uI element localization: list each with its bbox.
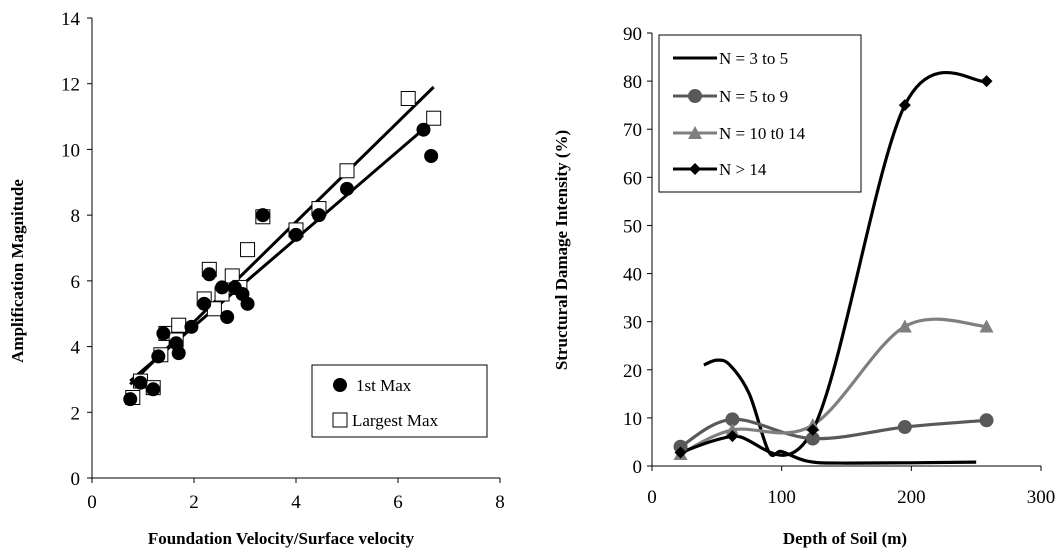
data-point-largest-max <box>426 110 442 126</box>
data-point-1st-max <box>202 267 217 282</box>
x-tick-group: 0 100 200 300 <box>647 466 1055 508</box>
x-tick-label: 200 <box>897 487 926 508</box>
data-point-1st-max <box>123 392 138 407</box>
data-point-1st-max <box>424 149 439 163</box>
legend-marker-circle <box>688 89 702 103</box>
series-line-n-3-to-5 <box>703 358 977 465</box>
y-tick-group: 0 10 20 30 40 50 60 70 80 90 <box>623 24 652 478</box>
legend-label-n-over-14: N > 14 <box>719 160 767 179</box>
series-markers <box>673 75 994 460</box>
x-tick-label: 6 <box>393 492 403 513</box>
x-tick-group: 0 2 4 6 8 <box>87 478 505 513</box>
x-axis-title: Depth of Soil (m) <box>783 529 907 548</box>
y-axis-title: Structural Damage Intensity (%) <box>552 130 571 370</box>
marker-diamond <box>898 99 911 112</box>
y-tick-label: 90 <box>623 24 642 45</box>
marker-circle <box>805 431 820 446</box>
data-point-1st-max <box>146 382 161 397</box>
y-tick-label: 40 <box>623 265 642 286</box>
y-tick-label: 10 <box>623 409 642 430</box>
data-point-1st-max <box>169 336 184 351</box>
legend-marker-diamond <box>689 163 701 175</box>
data-point-largest-max <box>400 91 416 106</box>
data-point-1st-max <box>197 296 212 311</box>
y-tick-label: 70 <box>623 120 642 141</box>
y-tick-label: 14 <box>61 9 81 30</box>
legend: N = 3 to 5 N = 5 to 9 N = 10 t0 14 N > 1… <box>658 34 862 193</box>
data-point-1st-max <box>416 122 431 137</box>
legend-label-n-3-to-5: N = 3 to 5 <box>719 49 788 68</box>
x-tick-label: 2 <box>189 492 199 513</box>
data-point-1st-max <box>156 326 171 341</box>
series-line-n-10-to-14 <box>679 317 987 456</box>
marker-circle <box>897 420 912 435</box>
damage-intensity-line-chart: 0 10 20 30 40 50 60 70 80 90 0 100 200 300 Depth of … <box>552 24 1055 548</box>
y-tick-group: 0 2 4 6 8 10 12 14 <box>61 9 92 490</box>
data-point-1st-max <box>340 181 354 196</box>
y-tick-label: 30 <box>623 313 642 334</box>
y-tick-label: 2 <box>71 403 81 424</box>
data-point-largest-max <box>339 163 355 179</box>
y-tick-label: 6 <box>71 272 81 293</box>
y-tick-label: 12 <box>61 75 80 96</box>
legend-marker-open-square <box>332 412 348 428</box>
x-axis-title: Foundation Velocity/Surface velocity <box>148 529 415 548</box>
data-point-1st-max <box>184 319 199 334</box>
legend-label-largest-max: Largest Max <box>352 411 439 430</box>
data-point-1st-max <box>240 296 255 311</box>
x-tick-label: 100 <box>767 487 796 508</box>
y-tick-label: 8 <box>71 206 81 227</box>
data-point-1st-max <box>311 208 326 223</box>
x-tick-label: 300 <box>1027 487 1056 508</box>
marker-triangle <box>897 319 912 333</box>
y-tick-label: 4 <box>71 338 81 359</box>
x-tick-label: 8 <box>495 492 505 513</box>
marker-triangle <box>979 319 994 333</box>
data-point-largest-max <box>171 317 187 333</box>
data-point-1st-max <box>220 310 235 324</box>
x-tick-label: 4 <box>291 492 301 513</box>
scatter-points <box>123 91 442 407</box>
x-tick-label: 0 <box>647 487 657 508</box>
marker-diamond <box>726 430 739 443</box>
legend-label-n-5-to-9: N = 5 to 9 <box>719 87 788 106</box>
y-axis-title: Amplification Magnitude <box>8 179 27 363</box>
legend-marker-filled-circle <box>333 378 347 392</box>
data-point-1st-max <box>215 280 230 295</box>
y-tick-label: 60 <box>623 168 642 189</box>
y-tick-label: 50 <box>623 216 642 237</box>
marker-diamond <box>806 423 819 436</box>
legend: 1st Max Largest Max <box>311 364 488 438</box>
x-tick-label: 0 <box>87 492 97 513</box>
y-tick-label: 0 <box>71 469 81 490</box>
legend-label-n-10-to-14: N = 10 t0 14 <box>719 124 806 143</box>
data-point-1st-max <box>151 349 166 364</box>
marker-circle <box>725 412 740 427</box>
marker-diamond <box>980 75 993 88</box>
marker-diamond <box>674 446 687 459</box>
y-tick-label: 20 <box>623 361 642 382</box>
data-point-1st-max <box>255 208 270 223</box>
data-point-1st-max <box>133 375 148 390</box>
marker-triangle <box>725 422 740 436</box>
marker-circle <box>979 413 994 428</box>
legend-marker-triangle <box>688 126 702 139</box>
amplification-scatter-chart: 0 2 4 6 8 10 12 14 0 2 4 6 8 Foundation Velocity/Su… <box>8 9 505 548</box>
legend-label-1st-max: 1st Max <box>356 376 412 395</box>
y-tick-label: 80 <box>623 72 642 93</box>
y-tick-label: 10 <box>61 140 80 161</box>
y-tick-label: 0 <box>633 457 643 478</box>
data-point-1st-max <box>289 227 303 242</box>
data-point-largest-max <box>240 242 256 258</box>
